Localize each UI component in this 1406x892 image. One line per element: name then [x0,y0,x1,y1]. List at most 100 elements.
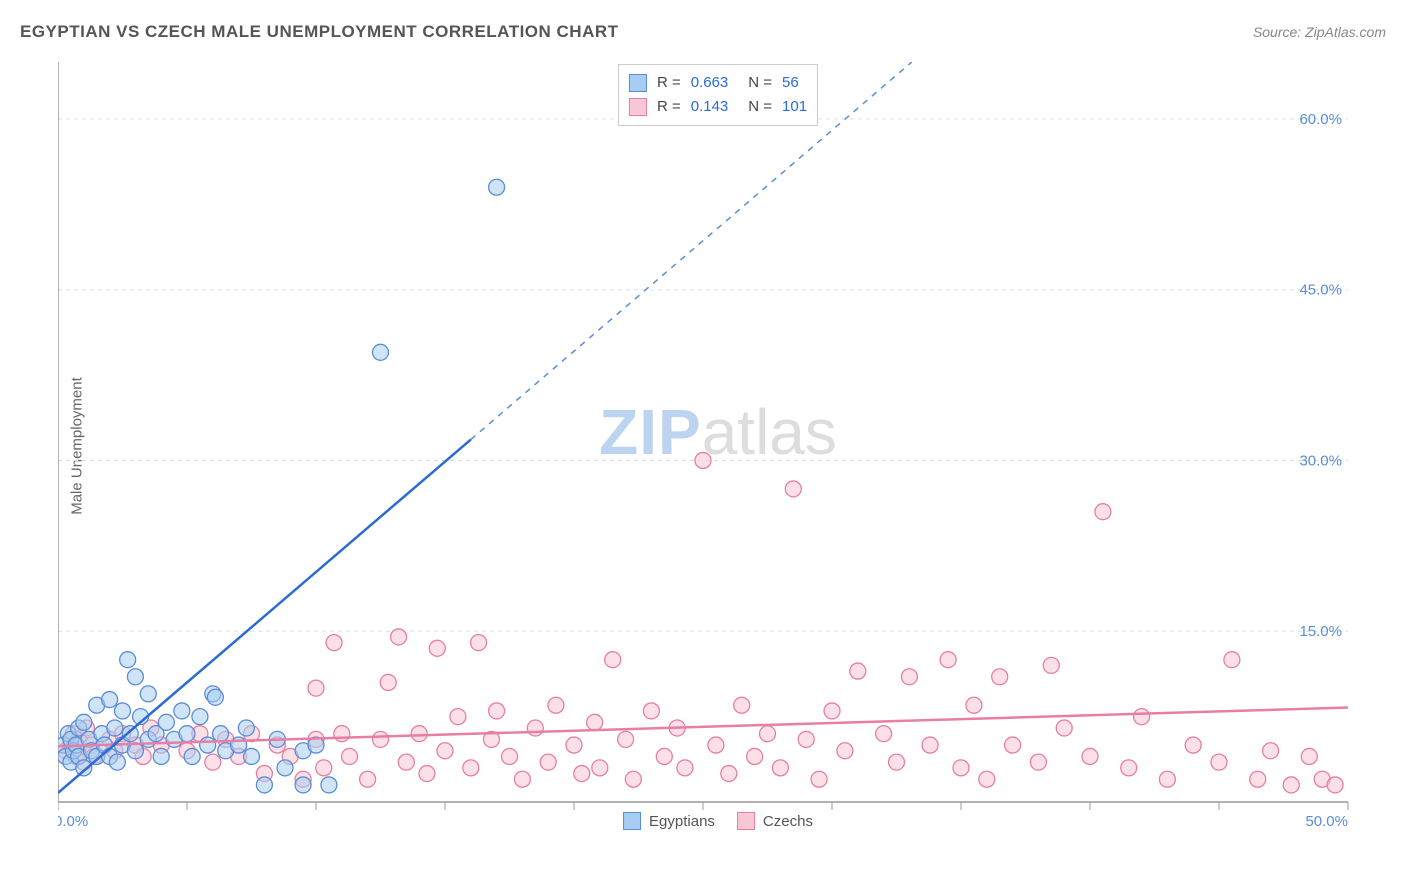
data-point [901,669,917,685]
data-point [824,703,840,719]
y-tick-label: 60.0% [1299,111,1342,128]
data-point [205,754,221,770]
title-bar: EGYPTIAN VS CZECH MALE UNEMPLOYMENT CORR… [20,22,1386,42]
plot-container: 15.0%30.0%45.0%60.0%0.0%50.0% ZIPatlas R… [58,62,1378,832]
legend-r-label: R = [657,71,681,95]
data-point [695,452,711,468]
data-point [850,663,866,679]
data-point [656,748,672,764]
data-point [966,697,982,713]
series-legend: EgyptiansCzechs [623,812,813,830]
data-point [342,748,358,764]
data-point [373,731,389,747]
x-tick-label: 50.0% [1305,813,1348,830]
data-point [140,686,156,702]
data-point [109,754,125,770]
data-point [471,635,487,651]
data-point [153,748,169,764]
data-point [391,629,407,645]
data-point [256,777,272,793]
data-point [527,720,543,736]
data-point [419,766,435,782]
data-point [922,737,938,753]
data-point [295,777,311,793]
legend-r-value: 0.663 [691,71,729,95]
data-point [1121,760,1137,776]
data-point [979,771,995,787]
data-point [76,714,92,730]
legend-swatch [629,98,647,116]
data-point [120,652,136,668]
data-point [1185,737,1201,753]
legend-n-value: 56 [782,71,799,95]
data-point [192,709,208,725]
legend-n-value: 101 [782,95,807,119]
y-tick-label: 15.0% [1299,623,1342,640]
legend-swatch [629,74,647,92]
legend-row: R = 0.663 N = 56 [629,71,807,95]
data-point [115,703,131,719]
data-point [316,760,332,776]
data-point [437,743,453,759]
data-point [179,726,195,742]
data-point [360,771,376,787]
data-point [772,760,788,776]
legend-item: Czechs [737,812,813,830]
data-point [587,714,603,730]
data-point [326,635,342,651]
data-point [489,703,505,719]
correlation-legend: R =0.663N =56R =0.143N =101 [618,64,818,126]
data-point [566,737,582,753]
data-point [940,652,956,668]
legend-n-label: N = [748,71,772,95]
legend-swatch [737,812,755,830]
data-point [1263,743,1279,759]
data-point [277,760,293,776]
data-point [334,726,350,742]
data-point [592,760,608,776]
chart-title: EGYPTIAN VS CZECH MALE UNEMPLOYMENT CORR… [20,22,619,42]
legend-swatch [623,812,641,830]
data-point [102,692,118,708]
data-point [540,754,556,770]
data-point [953,760,969,776]
data-point [889,754,905,770]
data-point [677,760,693,776]
data-point [798,731,814,747]
data-point [1224,652,1240,668]
data-point [429,640,445,656]
data-point [321,777,337,793]
data-point [1250,771,1266,787]
y-tick-label: 30.0% [1299,452,1342,469]
legend-label: Czechs [763,813,813,830]
data-point [1159,771,1175,787]
data-point [373,344,389,360]
data-point [1082,748,1098,764]
y-tick-label: 45.0% [1299,282,1342,299]
legend-n-label: N = [748,95,772,119]
legend-row: R =0.143N =101 [629,95,807,119]
data-point [184,748,200,764]
data-point [1327,777,1343,793]
data-point [760,726,776,742]
data-point [127,669,143,685]
data-point [238,720,254,736]
data-point [625,771,641,787]
data-point [734,697,750,713]
data-point [1030,754,1046,770]
data-point [1005,737,1021,753]
data-point [450,709,466,725]
data-point [308,680,324,696]
data-point [837,743,853,759]
data-point [1134,709,1150,725]
data-point [174,703,190,719]
legend-r-label: R = [657,95,681,119]
data-point [747,748,763,764]
data-point [398,754,414,770]
data-point [463,760,479,776]
data-point [122,726,138,742]
data-point [876,726,892,742]
data-point [107,720,123,736]
data-point [411,726,427,742]
data-point [207,689,223,705]
